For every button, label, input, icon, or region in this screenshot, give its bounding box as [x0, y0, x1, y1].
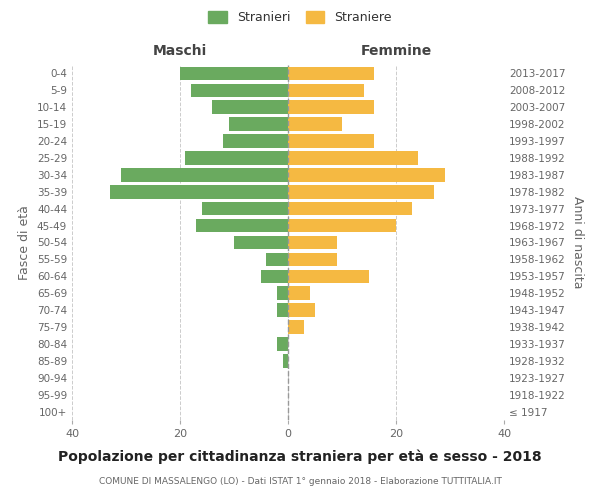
- Bar: [212, 100, 288, 114]
- Bar: [288, 286, 310, 300]
- Bar: [223, 134, 288, 148]
- Legend: Stranieri, Straniere: Stranieri, Straniere: [208, 11, 392, 24]
- Bar: [288, 320, 304, 334]
- Bar: [185, 151, 288, 164]
- Bar: [288, 66, 374, 80]
- Bar: [266, 252, 288, 266]
- Bar: [283, 354, 288, 368]
- Bar: [288, 151, 418, 164]
- Bar: [288, 236, 337, 250]
- Bar: [261, 270, 288, 283]
- Text: COMUNE DI MASSALENGO (LO) - Dati ISTAT 1° gennaio 2018 - Elaborazione TUTTITALIA: COMUNE DI MASSALENGO (LO) - Dati ISTAT 1…: [98, 478, 502, 486]
- Bar: [202, 202, 288, 215]
- Bar: [191, 84, 288, 97]
- Y-axis label: Fasce di età: Fasce di età: [19, 205, 31, 280]
- Bar: [288, 84, 364, 97]
- Bar: [180, 66, 288, 80]
- Bar: [288, 100, 374, 114]
- Bar: [288, 270, 369, 283]
- Bar: [288, 219, 396, 232]
- Bar: [277, 286, 288, 300]
- Bar: [288, 134, 374, 148]
- Text: Femmine: Femmine: [361, 44, 431, 58]
- Bar: [196, 219, 288, 232]
- Bar: [234, 236, 288, 250]
- Y-axis label: Anni di nascita: Anni di nascita: [571, 196, 584, 289]
- Bar: [288, 252, 337, 266]
- Bar: [277, 304, 288, 317]
- Bar: [229, 118, 288, 131]
- Bar: [288, 304, 315, 317]
- Bar: [288, 202, 412, 215]
- Bar: [288, 185, 434, 198]
- Bar: [277, 337, 288, 350]
- Text: Maschi: Maschi: [153, 44, 207, 58]
- Bar: [288, 118, 342, 131]
- Bar: [288, 168, 445, 181]
- Text: Popolazione per cittadinanza straniera per età e sesso - 2018: Popolazione per cittadinanza straniera p…: [58, 450, 542, 464]
- Bar: [110, 185, 288, 198]
- Bar: [121, 168, 288, 181]
